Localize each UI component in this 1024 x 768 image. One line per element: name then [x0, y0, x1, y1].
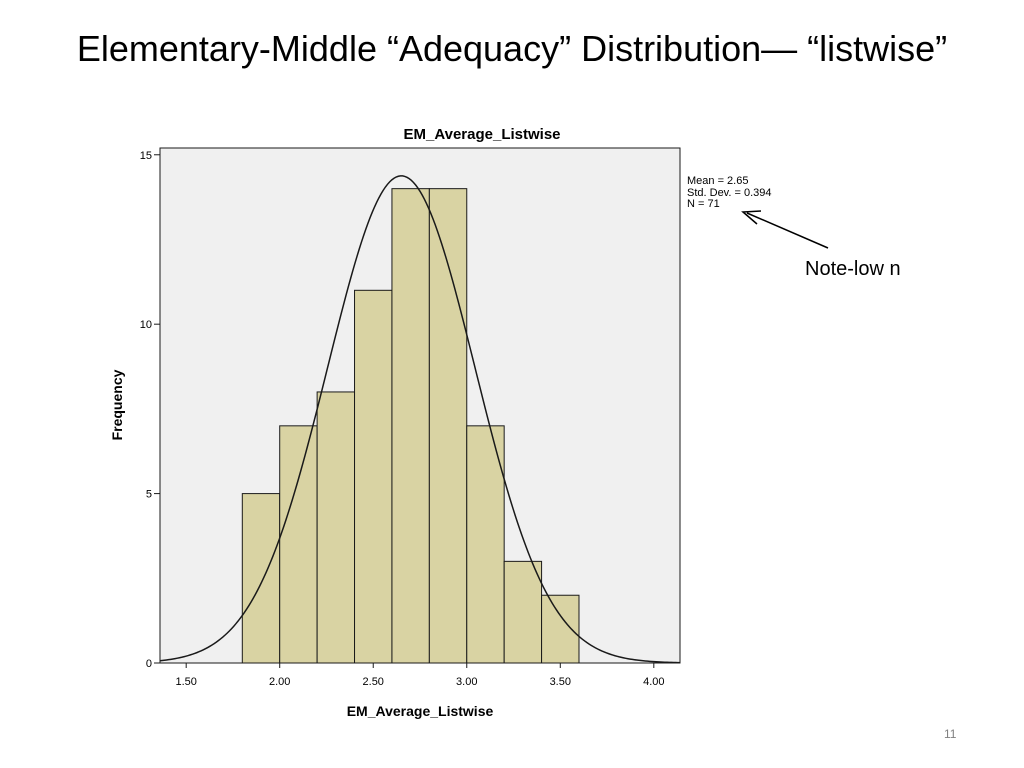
- x-axis-label: EM_Average_Listwise: [347, 703, 494, 719]
- note-low-n: Note-low n: [805, 258, 901, 280]
- stats-std-dev: Std. Dev. = 0.394: [687, 186, 772, 199]
- y-axis-label: Frequency: [109, 369, 125, 440]
- x-tick-label-2: 2.50: [363, 676, 384, 688]
- y-tick-label-3: 15: [140, 150, 152, 162]
- histogram-bar-4: [391, 188, 430, 664]
- note-arrow: [741, 210, 829, 249]
- y-tick-label-1: 5: [146, 489, 152, 501]
- histogram-bar-1: [279, 425, 318, 664]
- y-tick-label-0: 0: [146, 658, 152, 670]
- normal-curve: [159, 175, 681, 664]
- x-tick-label-3: 3.00: [456, 676, 477, 688]
- stats-n: N = 71: [687, 198, 720, 210]
- histogram-bar-0: [241, 493, 281, 664]
- slide-title: Elementary-Middle “Adequacy” Distributio…: [76, 28, 948, 69]
- histogram-bar-2: [316, 391, 356, 664]
- histogram-bar-8: [541, 594, 580, 664]
- histogram-bar-5: [428, 188, 468, 664]
- x-tick-label-0: 1.50: [175, 676, 196, 688]
- histogram-bar-3: [354, 289, 393, 664]
- histogram-bar-7: [503, 560, 543, 664]
- x-tick-label-5: 4.00: [643, 676, 664, 688]
- page-number: 11: [944, 727, 957, 741]
- x-tick-label-1: 2.00: [269, 676, 290, 688]
- chart-title: EM_Average_Listwise: [403, 126, 560, 143]
- histogram-bar-6: [466, 425, 505, 664]
- stats-mean: Mean = 2.65: [687, 175, 749, 187]
- stats-box: Mean = 2.65 Std. Dev. = 0.394 N = 71: [687, 175, 772, 211]
- x-tick-label-4: 3.50: [550, 676, 571, 688]
- y-tick-label-2: 10: [140, 319, 152, 331]
